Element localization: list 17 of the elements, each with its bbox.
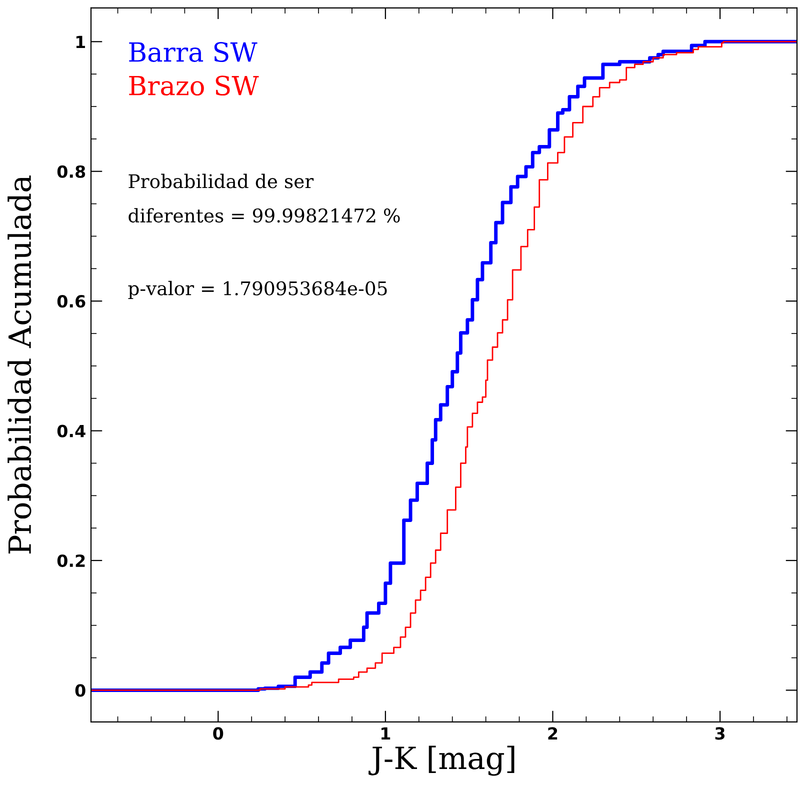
x-tick-label: 3 [715,727,725,740]
y-tick-label: 1 [76,36,85,48]
annotation: p-valor = 1.790953684e-05 [128,280,387,300]
y-tick-label: 0.4 [57,424,86,438]
x-tick-label: 0 [213,727,224,740]
annotation: diferentes = 99.99821472 % [128,208,400,223]
y-axis-title: Probabilidad Acumulada [8,176,32,554]
x-tick-label: 2 [548,727,558,740]
y-tick-label: 0 [75,684,86,697]
annotation: Probabilidad de ser [128,174,314,188]
x-axis-title: J-K [mag] [368,746,514,776]
y-tick-label: 0.2 [57,554,85,568]
text: Barra SW [129,42,258,62]
y-tick-label: 0.8 [57,165,86,178]
text: Brazo SW [129,76,259,96]
x-tick-label: 1 [382,727,390,740]
y-tick-label: 0.6 [57,295,86,308]
